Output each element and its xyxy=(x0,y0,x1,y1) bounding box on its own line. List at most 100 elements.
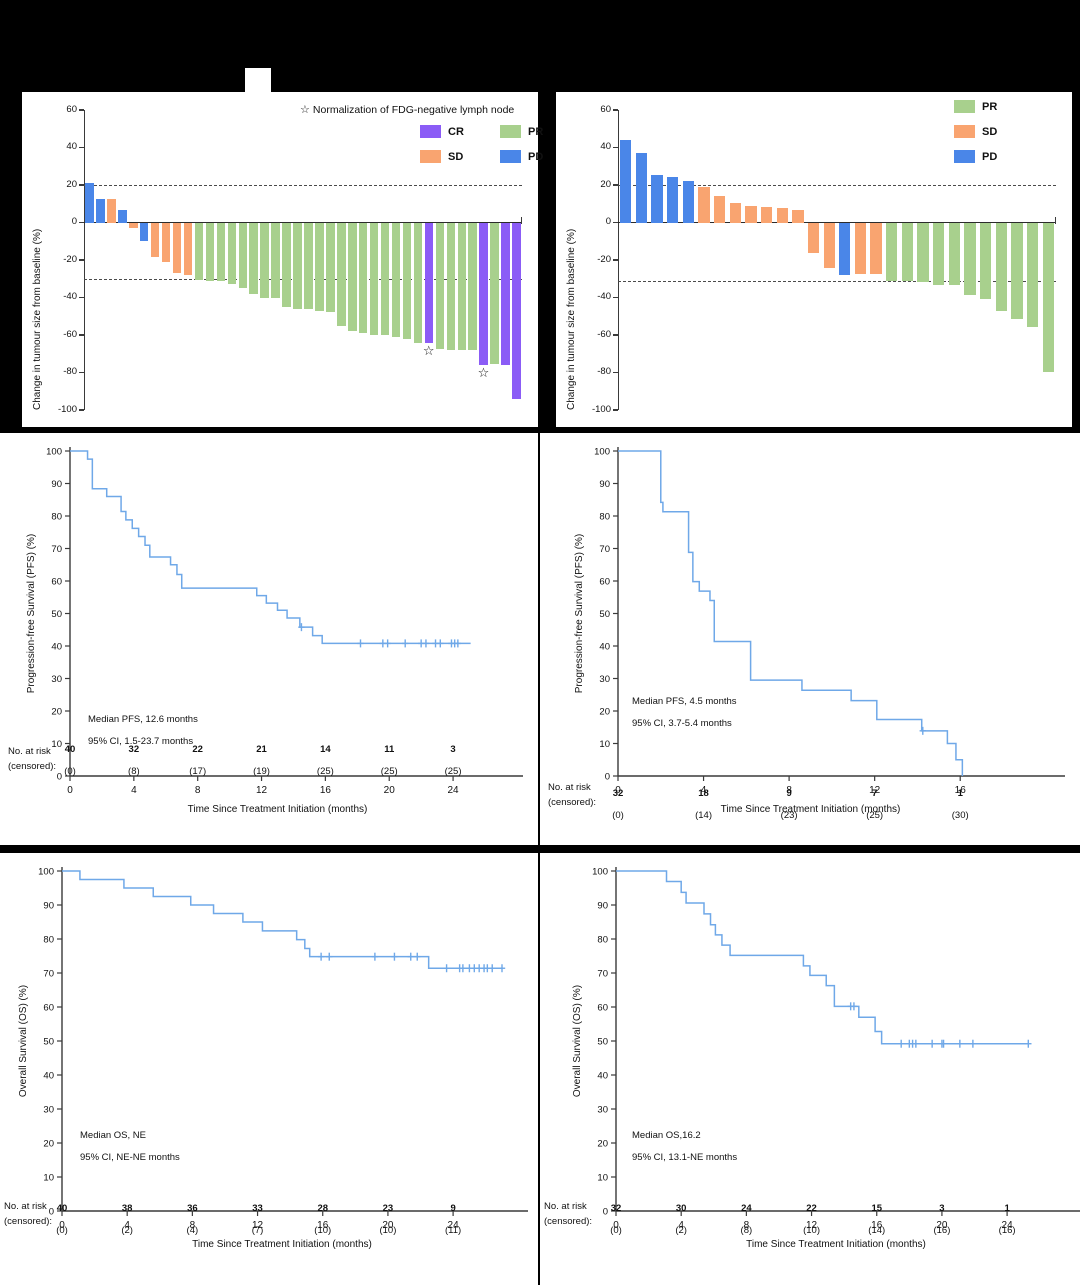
y-tick-label: 50 xyxy=(599,609,610,620)
panel-waterfall-cohort-2: 60 40 20 0 -20 -40 -60 -80 -100 Change in tumour … xyxy=(556,92,1072,427)
waterfall-bar xyxy=(979,222,992,300)
y-tick-label: 0 xyxy=(605,216,611,227)
waterfall-bar xyxy=(446,222,456,350)
censor-mark xyxy=(969,1039,977,1048)
waterfall-bar xyxy=(651,174,663,223)
waterfall-bar xyxy=(161,222,171,262)
waterfall-bar xyxy=(917,222,929,282)
reference-line-20 xyxy=(618,185,1056,186)
waterfall-bar xyxy=(698,186,710,223)
y-tick-label: 80 xyxy=(43,934,54,945)
legend-item-pr: PR xyxy=(954,100,997,113)
x-tick-label: 20 xyxy=(384,785,396,796)
y-tick-label: 20 xyxy=(597,1138,608,1149)
risk-table-at-risk-value: 3 xyxy=(450,744,456,755)
risk-table-censored-label: (censored): xyxy=(548,797,597,808)
legend-label-sd: SD xyxy=(982,125,998,138)
waterfall-bar xyxy=(886,222,898,281)
risk-table-censored-value: (19) xyxy=(253,766,270,777)
censor-mark xyxy=(384,639,391,648)
y-tick-label: 0 xyxy=(603,1206,608,1217)
waterfall-bar xyxy=(183,222,193,275)
x-tick-label: 16 xyxy=(320,785,332,796)
waterfall-bar xyxy=(457,222,467,350)
legend-swatch-pr xyxy=(500,125,521,138)
risk-table-at-risk-value: 15 xyxy=(871,1203,883,1214)
x-tick-label: 12 xyxy=(869,785,881,796)
legend-note: ☆ Normalization of FDG-negative lymph no… xyxy=(300,103,514,116)
legend-label-pr: PR xyxy=(982,100,998,113)
y-tick-label: -80 xyxy=(63,366,77,377)
y-tick-label: 40 xyxy=(597,1070,608,1081)
y-tick xyxy=(613,109,618,111)
km-annotation-0: Median PFS, 4.5 months xyxy=(632,696,737,707)
y-tick-label: 100 xyxy=(592,866,608,877)
km-annotation-0: Median OS, NE xyxy=(80,1130,146,1141)
x-axis-end-tick xyxy=(521,216,523,224)
waterfall-bar xyxy=(249,222,258,294)
y-tick-label: 90 xyxy=(43,900,54,911)
x-tick-label: 12 xyxy=(806,1220,818,1231)
x-tick-label: 0 xyxy=(613,1220,619,1231)
risk-table-row-label: No. at risk xyxy=(544,1201,587,1212)
x-tick-label: 16 xyxy=(955,785,967,796)
waterfall-bar xyxy=(96,199,105,223)
y-tick-label: -40 xyxy=(597,291,611,302)
zero-line xyxy=(84,221,522,224)
x-tick-label: 16 xyxy=(871,1220,883,1231)
waterfall-bar xyxy=(118,210,127,223)
risk-table-at-risk-value: 22 xyxy=(192,744,203,755)
legend-swatch-pd xyxy=(954,150,975,163)
risk-table-censored-value: (14) xyxy=(868,1225,886,1236)
censor-mark xyxy=(422,639,430,648)
y-tick xyxy=(613,146,618,149)
waterfall-bar xyxy=(468,222,477,350)
risk-table-censored-label: (censored): xyxy=(544,1216,593,1227)
waterfall-bar xyxy=(391,222,401,337)
waterfall-bar xyxy=(1042,222,1054,372)
y-tick-label: 80 xyxy=(597,934,608,945)
legend-item-sd: SD xyxy=(954,125,997,138)
waterfall-bar xyxy=(129,222,138,229)
censor-mark xyxy=(401,639,409,648)
censor-mark xyxy=(326,952,333,961)
waterfall-bar xyxy=(479,222,488,365)
waterfall-bar xyxy=(227,222,237,285)
x-tick-label: 4 xyxy=(701,785,707,796)
y-tick-label: -20 xyxy=(597,253,611,265)
y-tick-label: 30 xyxy=(597,1104,608,1115)
risk-table-censored-value: (30) xyxy=(951,810,969,821)
y-tick-label: 0 xyxy=(605,771,610,782)
y-axis-title: Progression-free Survival (PFS) (%) xyxy=(574,534,585,693)
y-tick-label: 70 xyxy=(51,544,62,555)
y-axis-title: Overall Survival (OS) (%) xyxy=(572,985,583,1097)
km-annotation-0: Median OS,16.2 xyxy=(632,1130,701,1141)
risk-table-row-label: No. at risk xyxy=(8,746,51,757)
x-tick-label: 8 xyxy=(195,785,201,796)
x-tick-label: 4 xyxy=(678,1220,684,1231)
waterfall-bar xyxy=(369,222,379,335)
risk-table-censored-value: (8) xyxy=(128,766,140,777)
waterfall-bar xyxy=(792,210,804,223)
waterfall-bar xyxy=(304,222,313,309)
risk-table-censored-value: (10) xyxy=(803,1225,820,1236)
risk-table-censored-label: (censored): xyxy=(8,761,57,772)
risk-table-at-risk-value: 28 xyxy=(317,1203,329,1214)
waterfall-bar xyxy=(682,181,694,223)
risk-table-censored-value: (10) xyxy=(314,1225,332,1236)
risk-table-at-risk-value: 11 xyxy=(384,744,395,755)
risk-table-at-risk-value: 9 xyxy=(786,788,792,799)
y-tick xyxy=(79,109,84,111)
y-tick-label: 90 xyxy=(599,479,610,490)
x-tick-label: 20 xyxy=(382,1220,394,1231)
risk-table-at-risk-value: 7 xyxy=(872,788,878,799)
km-annotation-1: 95% CI, 3.7-5.4 months xyxy=(632,718,732,729)
x-tick-label: 0 xyxy=(67,785,73,796)
waterfall-bar xyxy=(238,222,248,289)
y-axis-title: Overall Survival (OS) (%) xyxy=(18,985,29,1097)
y-tick-label: 0 xyxy=(49,1206,54,1217)
censor-mark xyxy=(298,623,305,632)
legend-label-pd: PD xyxy=(528,150,544,163)
waterfall-bar xyxy=(150,222,160,258)
y-tick-label: 60 xyxy=(66,103,77,115)
